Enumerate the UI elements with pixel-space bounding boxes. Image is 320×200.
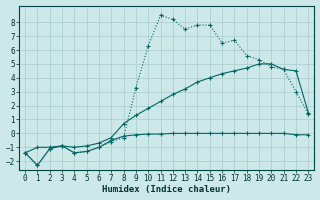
X-axis label: Humidex (Indice chaleur): Humidex (Indice chaleur) (102, 185, 231, 194)
